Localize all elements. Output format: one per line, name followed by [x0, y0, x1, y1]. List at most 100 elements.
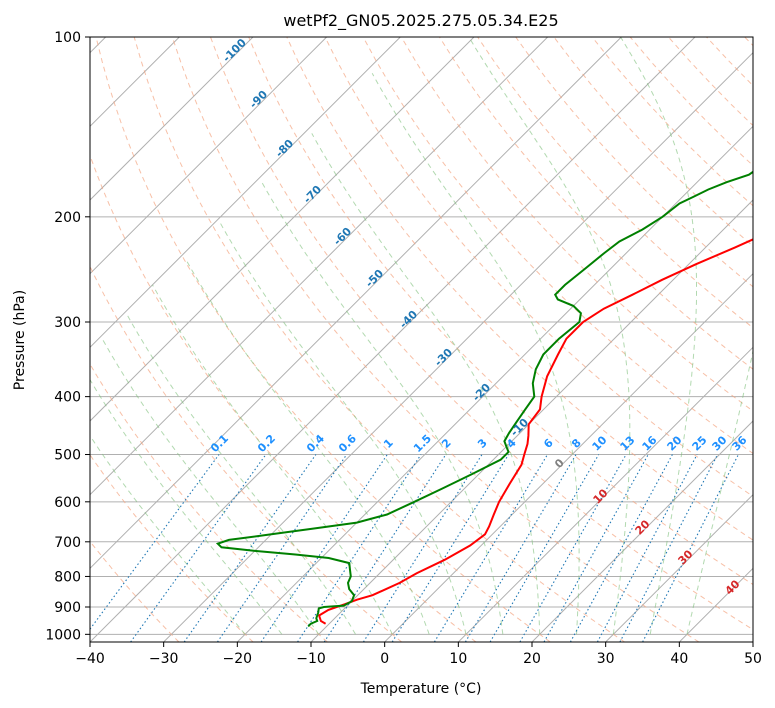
dry-adiabat-label: -60	[331, 225, 354, 248]
dry-adiabat-label: -20	[470, 381, 493, 404]
mixing-ratio-label: 20	[665, 433, 685, 453]
y-tick-label: 600	[54, 495, 81, 511]
mixing-ratio-label: 3	[475, 436, 490, 451]
mixing-ratio-label: 25	[690, 434, 710, 454]
mixing-ratio-lines	[90, 454, 739, 642]
x-tick-label: −20	[223, 651, 253, 667]
mixing-ratio-line	[90, 454, 220, 631]
dry-adiabat-line	[438, 37, 753, 370]
dry-adiabat-line	[90, 153, 477, 642]
isotherm-line	[90, 37, 622, 570]
moist-adiabat-line	[261, 181, 504, 635]
moist-adiabat-line	[620, 37, 697, 635]
dry-adiabat-line	[706, 37, 753, 87]
dry-adiabat-label: -40	[397, 308, 420, 331]
mixing-ratio-line	[391, 454, 510, 642]
dry-adiabat-line	[171, 37, 700, 642]
dry-adiabat-line	[95, 37, 551, 642]
y-tick-label: 100	[54, 30, 81, 46]
moist-adiabat-label: 40	[723, 577, 743, 597]
x-tick-label: −10	[296, 651, 326, 667]
mixing-ratio-label: 30	[710, 433, 730, 453]
isotherm-line	[90, 37, 401, 349]
x-tick-label: 10	[449, 651, 467, 667]
dry-adiabat-label: -80	[273, 137, 296, 160]
moist-adiabat-line	[686, 348, 753, 635]
dry-adiabat-label: -90	[247, 88, 270, 111]
mixing-ratio-line	[519, 454, 627, 642]
mixing-ratio-label: 1.5	[411, 432, 434, 455]
mixing-ratio-line	[362, 454, 483, 642]
mixing-ratio-label: 16	[640, 433, 660, 453]
mixing-ratio-label: 0.4	[304, 432, 327, 455]
mixing-ratio-label: 8	[569, 436, 584, 451]
x-tick-label: −40	[75, 651, 105, 667]
moist-adiabat-line	[311, 133, 541, 635]
mixing-ratio-label: 0.6	[336, 432, 359, 455]
dry-adiabat-line	[133, 37, 625, 642]
x-tick-label: 40	[670, 651, 688, 667]
isotherm-line	[90, 37, 475, 422]
x-tick-label: −30	[149, 651, 179, 667]
temperature-profile-line	[317, 238, 753, 625]
x-tick-label: 20	[523, 651, 541, 667]
dry-adiabat-line	[362, 37, 753, 455]
mixing-ratio-line	[489, 454, 600, 642]
y-tick-label: 1000	[45, 627, 81, 643]
x-axis-ticks: −40 −30 −20 −10 0 10 20 30 40 50	[75, 642, 762, 667]
x-tick-label: 30	[597, 651, 615, 667]
moist-adiabat-label: 0	[552, 456, 567, 471]
dry-adiabat-label: -30	[432, 346, 455, 369]
isotherm-line	[90, 37, 328, 275]
y-tick-label: 200	[54, 210, 81, 226]
mixing-ratio-label: 2	[439, 436, 454, 451]
profile-series	[215, 170, 753, 628]
dry-adiabat-line	[400, 37, 753, 412]
dry-adiabat-line	[515, 37, 753, 288]
dry-adiabat-line	[324, 37, 753, 498]
mixing-ratio-label: 0.1	[208, 432, 231, 455]
dry-adiabat-line	[744, 37, 753, 47]
dry-adiabat-line	[477, 37, 753, 329]
mixing-ratio-line	[619, 454, 719, 642]
plot-area: -100-90-80-70-60-50-40-30-20-100.1 0.2 0.4…	[90, 36, 753, 642]
mixing-ratio-label: 0.2	[255, 432, 278, 455]
y-tick-label: 900	[54, 600, 81, 616]
mixing-ratio-line	[433, 454, 548, 642]
isotherm-line	[310, 199, 753, 642]
isotherm-line	[90, 37, 696, 642]
moist-adiabat-label: 20	[633, 517, 653, 537]
isobar-lines	[90, 37, 753, 635]
y-tick-label: 300	[54, 315, 81, 331]
isotherm-line	[90, 37, 254, 201]
mixing-ratio-label: 6	[541, 436, 556, 451]
plot-frame	[89, 36, 754, 643]
y-tick-label: 700	[54, 535, 81, 551]
x-axis-label: Temperature (°C)	[360, 681, 482, 697]
dry-adiabat-line	[90, 265, 403, 642]
dry-adiabat-line	[248, 37, 753, 586]
dry-adiabat-line	[553, 37, 753, 247]
dry-adiabat-label: -100	[220, 36, 249, 65]
isotherm-line	[163, 51, 753, 642]
isotherm-line	[752, 641, 753, 642]
moist-adiabat-label: 30	[676, 547, 696, 567]
dewpoint-profile-line	[215, 170, 753, 628]
isotherm-line	[457, 346, 753, 642]
isotherm-line	[605, 493, 753, 642]
dry-adiabat-line	[286, 37, 753, 541]
y-axis-label: Pressure (hPa)	[12, 290, 28, 390]
moist-adiabat-line	[468, 37, 631, 635]
chart-title: wetPf2_GN05.2025.275.05.34.E25	[283, 11, 558, 31]
moist-adiabat-lines	[90, 37, 753, 635]
isotherm-line	[678, 567, 753, 642]
moist-adiabat-label: 10	[591, 486, 611, 506]
dry-adiabat-line	[90, 453, 254, 642]
moist-adiabat-line	[219, 222, 467, 635]
dry-adiabat-line	[90, 363, 328, 642]
isotherm-line	[90, 37, 549, 496]
isotherm-lines	[90, 37, 753, 642]
dry-adiabat-lines	[90, 37, 753, 642]
mixing-ratio-line	[569, 454, 673, 642]
